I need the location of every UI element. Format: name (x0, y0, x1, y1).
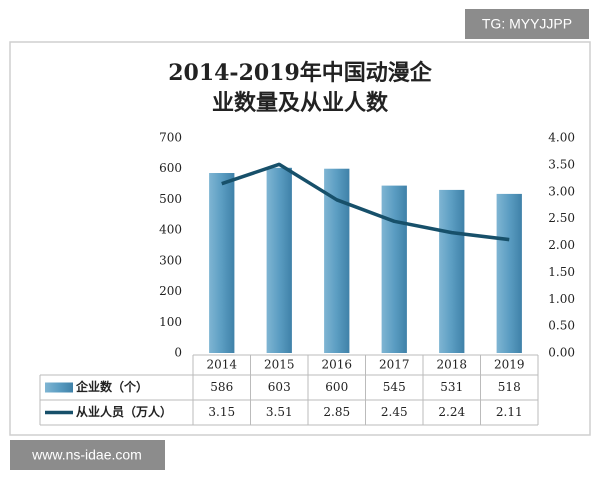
y2-tick-label: 0.00 (548, 346, 575, 360)
bar (209, 173, 235, 353)
bar (439, 189, 465, 353)
x-tick-label: 2019 (494, 358, 525, 372)
x-tick-label: 2017 (379, 358, 410, 372)
table-value: 531 (440, 380, 463, 394)
y2-tick-label: 3.50 (548, 157, 575, 171)
x-tick-label: 2016 (321, 358, 352, 372)
y-tick-label: 0 (174, 346, 182, 360)
table-value: 2.85 (323, 405, 350, 419)
bar (381, 185, 407, 353)
line (221, 162, 510, 242)
table-value: 2.45 (381, 405, 408, 419)
y-tick-label: 400 (159, 223, 182, 237)
y-tick-label: 600 (159, 161, 182, 175)
legend-label: 从业人员（万人） (76, 404, 172, 419)
website-box (10, 440, 165, 470)
y2-tick-label: 3.00 (548, 184, 575, 198)
y2-tick-label: 2.50 (548, 211, 575, 225)
y-tick-label: 500 (159, 192, 182, 206)
watermark-box (465, 9, 589, 39)
y-tick-label: 200 (159, 284, 182, 298)
y2-tick-label: 1.50 (548, 265, 575, 279)
bar (496, 193, 522, 353)
website: www.ns-idae.com (31, 447, 142, 463)
y2-tick-label: 0.50 (548, 319, 575, 333)
bar (266, 167, 292, 353)
table-value: 2.24 (438, 405, 465, 419)
table-value: 3.51 (266, 405, 293, 419)
table-value: 518 (498, 380, 521, 394)
table-value: 586 (210, 380, 233, 394)
y2-tick-label: 1.00 (548, 292, 575, 306)
y-tick-label: 100 (159, 315, 182, 329)
legend-key (45, 382, 73, 393)
x-tick-label: 2014 (206, 358, 237, 372)
table-value: 603 (268, 380, 291, 394)
chart-title: 2014-2019年中国动漫企业数量及从业人数 (168, 60, 433, 116)
table-value: 600 (325, 380, 348, 394)
x-tick-label: 2018 (436, 358, 467, 372)
watermark: TG: MYYJJPP (482, 16, 572, 32)
y2-tick-label: 2.00 (548, 238, 575, 252)
y-tick-label: 700 (159, 131, 182, 145)
x-tick-label: 2015 (264, 358, 295, 372)
y2-tick-label: 4.00 (548, 131, 575, 145)
table-value: 545 (383, 380, 406, 394)
table-value: 3.15 (208, 405, 235, 419)
table-value: 2.11 (496, 405, 523, 419)
y-tick-label: 300 (159, 253, 182, 267)
legend-label: 企业数（个） (75, 379, 148, 394)
